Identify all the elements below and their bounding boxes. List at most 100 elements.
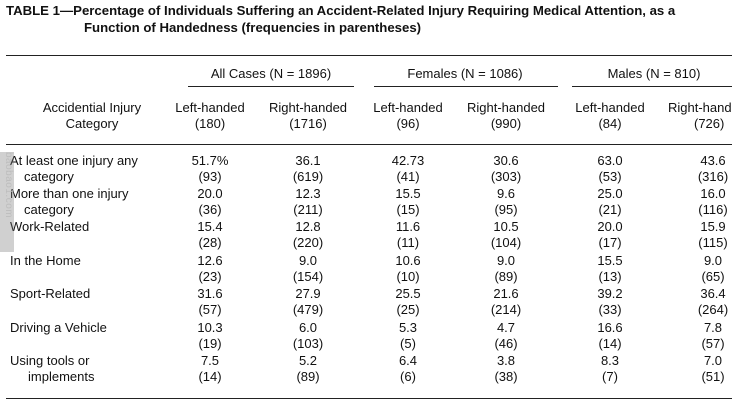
cell-percentage: 20.0 (197, 186, 223, 201)
group-header-females: Females (N = 1086) (407, 66, 523, 81)
cell-frequency: (211) (293, 202, 323, 217)
cell-frequency: (116) (698, 202, 728, 217)
cell-percentage: 15.5 (395, 186, 421, 201)
category-header-line-2: Category (65, 116, 119, 131)
cell-percentage: 36.1 (295, 153, 321, 168)
cell-percentage: 5.2 (298, 353, 318, 368)
cell-percentage: 9.6 (496, 186, 516, 201)
cell-percentage: 25.0 (597, 186, 623, 201)
cell-percentage: 63.0 (597, 153, 623, 168)
cell-frequency: (89) (494, 269, 518, 284)
cell-frequency: (95) (494, 202, 518, 217)
cell-frequency: (316) (697, 169, 729, 184)
cell-percentage: 7.8 (703, 320, 723, 335)
row-category-line-1: In the Home (10, 253, 81, 268)
row-category: At least one injury any category (10, 153, 170, 185)
cell-frequency: (5) (400, 336, 416, 351)
category-header-line-1: Accidential Injury (42, 100, 142, 115)
header-bottom-rule (6, 144, 732, 145)
cell-frequency: (36) (198, 202, 222, 217)
cell-percentage: 9.0 (298, 253, 318, 268)
column-header-label: Left-handed (175, 100, 245, 115)
cell-frequency: (154) (292, 269, 324, 284)
top-rule (6, 55, 732, 56)
cell-percentage: 4.7 (496, 320, 516, 335)
row-category-line-2: category (24, 202, 74, 217)
cell-frequency: (14) (598, 336, 622, 351)
cell-frequency: (57) (198, 302, 222, 317)
cell-frequency: (104) (490, 235, 522, 250)
cell-percentage: 39.2 (597, 286, 623, 301)
table-title: TABLE 1—Percentage of Individuals Suffer… (6, 2, 732, 36)
cell-frequency: (15) (396, 202, 420, 217)
cell-frequency: (479) (292, 302, 324, 317)
cell-percentage: 5.3 (398, 320, 418, 335)
cell-percentage: 10.5 (493, 219, 519, 234)
row-category-line-1: More than one injury (10, 186, 129, 201)
cell-frequency: (103) (292, 336, 324, 351)
column-header-n: (180) (194, 116, 226, 131)
column-header-label: Left-handed (575, 100, 645, 115)
cell-frequency: (10) (396, 269, 420, 284)
cell-percentage: 7.0 (703, 353, 723, 368)
cell-frequency: (93) (198, 169, 222, 184)
cell-frequency: (6) (400, 369, 416, 384)
title-line-1: TABLE 1—Percentage of Individuals Suffer… (6, 3, 676, 18)
cell-frequency: (23) (198, 269, 222, 284)
cell-frequency: (38) (494, 369, 518, 384)
column-header-label: Right-handed (268, 100, 348, 115)
cell-percentage: 30.6 (493, 153, 519, 168)
cell-percentage: 25.5 (395, 286, 421, 301)
column-header: Right-handed (726) (668, 100, 732, 132)
title-line-2: Function of Handedness (frequencies in p… (84, 20, 422, 35)
watermark: baobao1.com (0, 152, 14, 252)
column-header-n: (96) (396, 116, 420, 131)
column-header-n: (84) (598, 116, 622, 131)
cell-frequency: (220) (292, 235, 324, 250)
cell-percentage: 10.6 (395, 253, 421, 268)
cell-percentage: 12.8 (295, 219, 321, 234)
cell-percentage: 12.3 (295, 186, 321, 201)
cell-frequency: (17) (598, 235, 622, 250)
cell-frequency: (41) (396, 169, 420, 184)
column-header: Right-handed (990) (460, 100, 552, 132)
cell-frequency: (214) (490, 302, 522, 317)
column-header: Left-handed (180) (170, 100, 250, 132)
cell-percentage: 15.4 (197, 219, 223, 234)
cell-frequency: (11) (396, 235, 420, 250)
column-header-label: Right-handed (668, 100, 732, 115)
cell-frequency: (28) (198, 235, 222, 250)
cell-frequency: (57) (701, 336, 725, 351)
cell-frequency: (65) (701, 269, 725, 284)
column-header-n: (726) (694, 116, 725, 131)
cell-percentage: 15.5 (597, 253, 623, 268)
cell-frequency: (19) (198, 336, 222, 351)
cell-percentage: 31.6 (197, 286, 223, 301)
cell-frequency: (303) (490, 169, 522, 184)
cell-percentage: 21.6 (493, 286, 519, 301)
row-category: In the Home (10, 253, 170, 269)
cell-percentage: 12.6 (197, 253, 223, 268)
cell-percentage: 11.6 (395, 219, 421, 234)
row-category: Using tools or implements (10, 353, 170, 385)
row-category-line-1: Work-Related (10, 219, 90, 234)
cell-percentage: 27.9 (295, 286, 321, 301)
row-category-line-1: Driving a Vehicle (10, 320, 107, 335)
column-header-n: (990) (490, 116, 522, 131)
cell-frequency: (264) (697, 302, 729, 317)
group-rule-males (572, 86, 732, 87)
cell-frequency: (46) (494, 336, 518, 351)
category-header: Accidential Injury Category (10, 100, 174, 132)
row-category: Work-Related (10, 219, 170, 235)
cell-frequency: (25) (396, 302, 420, 317)
cell-percentage: 6.0 (298, 320, 318, 335)
row-category: More than one injury category (10, 186, 170, 218)
row-category: Driving a Vehicle (10, 320, 170, 336)
group-header-males: Males (N = 810) (607, 66, 701, 81)
column-header-label: Right-handed (466, 100, 546, 115)
column-header: Left-handed (96) (368, 100, 448, 132)
column-header: Right-handed (1716) (262, 100, 354, 132)
cell-percentage: 42.73 (391, 153, 425, 168)
row-category: Sport-Related (10, 286, 170, 302)
